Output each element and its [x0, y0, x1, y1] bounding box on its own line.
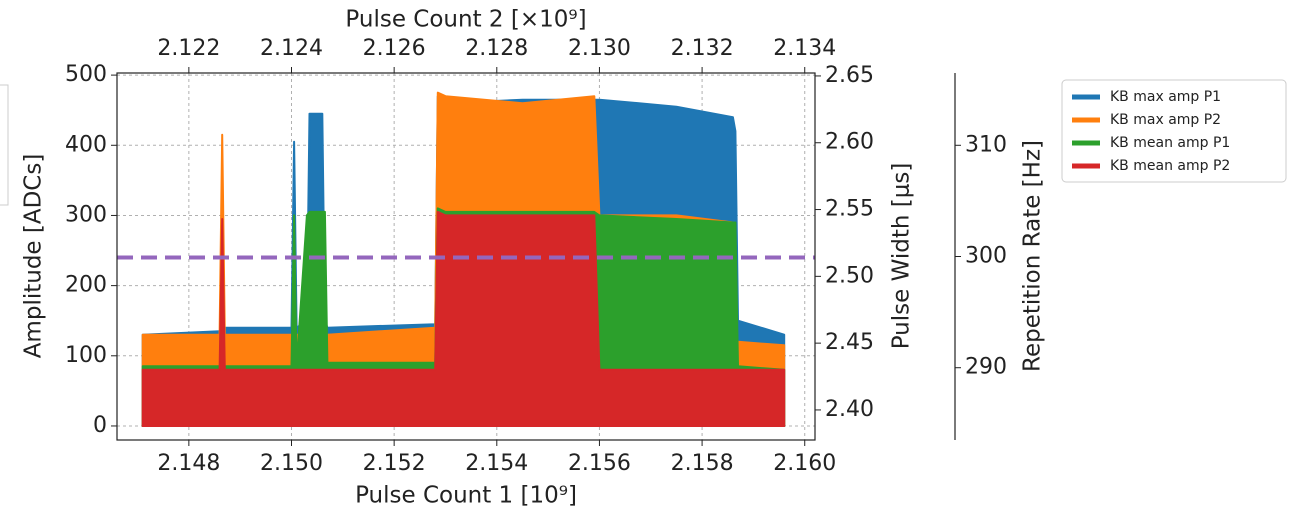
y2-tick-label: 2.60 [825, 130, 874, 155]
legend-label: KB mean amp P1 [1110, 135, 1230, 151]
y-tick-label: 300 [65, 202, 107, 227]
series-area [141, 210, 786, 427]
x2-tick-label: 2.134 [773, 36, 836, 61]
y2-tick-label: 2.55 [825, 197, 874, 222]
x-tick-label: 2.156 [568, 451, 631, 476]
x-tick-label: 2.150 [260, 451, 323, 476]
y2-tick-label: 2.50 [825, 263, 874, 288]
y2-tick-label: 2.40 [825, 397, 874, 422]
x2-tick-label: 2.128 [465, 36, 528, 61]
x2-tick-label: 2.124 [260, 36, 323, 61]
x-label: Pulse Count 1 [10⁹] [355, 483, 577, 509]
y2-tick-label: 2.65 [825, 63, 874, 88]
x2-tick-label: 2.126 [363, 36, 426, 61]
y-tick-label: 200 [65, 273, 107, 298]
x2-tick-label: 2.122 [157, 36, 220, 61]
y3-label: Repetition Rate [Hz] [1020, 140, 1046, 372]
x2-tick-label: 2.132 [671, 36, 734, 61]
legend-box [1061, 79, 1287, 183]
legend-label: KB max amp P2 [1110, 112, 1221, 128]
legend-label: KB max amp P1 [1110, 89, 1221, 105]
y2-label: Pulse Width [μs] [889, 163, 915, 350]
plot-frame [116, 72, 816, 441]
y3-tick-label: 300 [965, 244, 1007, 269]
y-label: Amplitude [ADCs] [21, 154, 47, 359]
x2-label: Pulse Count 2 [×10⁹] [345, 7, 586, 33]
y3-tick-label: 290 [965, 355, 1007, 380]
legend-fragment [0, 84, 9, 206]
x-tick-label: 2.152 [363, 451, 426, 476]
x-tick-label: 2.160 [773, 451, 836, 476]
x-tick-label: 2.154 [465, 451, 528, 476]
x2-tick-label: 2.130 [568, 36, 631, 61]
y-tick-label: 0 [93, 413, 107, 438]
y3-tick-label: 310 [965, 132, 1007, 157]
x-tick-label: 2.158 [671, 451, 734, 476]
legend-label: KB mean amp P2 [1110, 158, 1230, 174]
x-tick-label: 2.148 [157, 451, 220, 476]
y-tick-label: 100 [65, 343, 107, 368]
y2-tick-label: 2.45 [825, 330, 874, 355]
y-tick-label: 400 [65, 132, 107, 157]
y-tick-label: 500 [65, 62, 107, 87]
